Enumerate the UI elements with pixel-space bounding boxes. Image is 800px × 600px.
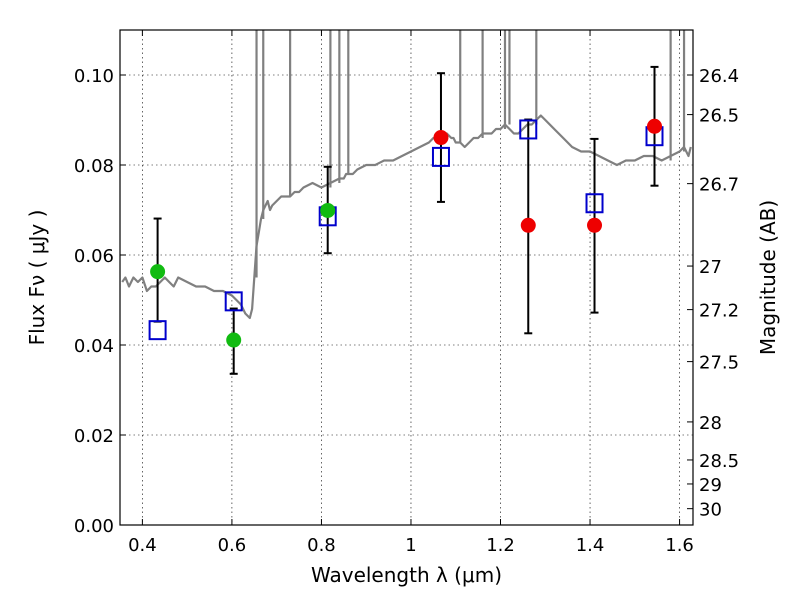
y-tick-label: 0.06 (74, 246, 114, 267)
mag-tick-label: 27 (699, 257, 722, 278)
green-point (320, 202, 336, 218)
green-point (226, 332, 242, 348)
mag-tick-label: 29 (699, 475, 722, 496)
x-tick-label: 1.2 (486, 535, 515, 556)
x-tick-label: 1 (405, 535, 416, 556)
mag-tick-label: 26.7 (699, 175, 739, 196)
model-spectrum-line (121, 114, 692, 320)
magnitude-axis-label: Magnitude (AB) (756, 200, 780, 355)
y-tick-label: 0.02 (74, 426, 114, 447)
mag-tick-label: 27.2 (699, 301, 739, 322)
model-square-marker (148, 320, 167, 341)
mag-tick-label: 30 (699, 500, 722, 521)
x-tick-label: 1.4 (576, 535, 605, 556)
x-tick-label: 1.6 (665, 535, 694, 556)
x-tick-label: 0.6 (218, 535, 247, 556)
y-tick-label: 0.10 (74, 66, 114, 87)
red-point (520, 217, 536, 233)
mag-tick-label: 27.5 (699, 353, 739, 374)
error-bars-layer (153, 65, 659, 375)
model-square-marker (431, 146, 450, 167)
red-point (587, 217, 603, 233)
ticks: 0.4 0.6 0.8 1 1.2 1.4 1.6 0.00 0.02 0.04 0.06 0.08 0… (74, 30, 739, 556)
data-points-layer (148, 118, 664, 348)
grid (120, 30, 693, 526)
red-point (647, 118, 663, 134)
mag-tick-label: 28 (699, 413, 722, 434)
model-square-marker (519, 119, 538, 140)
x-axis-label: Wavelength λ (μm) (311, 563, 502, 587)
x-tick-label: 0.8 (307, 535, 336, 556)
y-tick-label: 0.04 (74, 336, 114, 357)
y-axis-label: Flux Fν ( μJy ) (25, 210, 49, 346)
x-tick-label: 0.4 (128, 535, 157, 556)
red-point (433, 130, 449, 146)
model-square-marker (585, 193, 604, 214)
mag-tick-label: 28.5 (699, 451, 739, 472)
green-point (150, 264, 166, 280)
mag-tick-label: 26.4 (699, 66, 739, 87)
y-tick-label: 0.08 (74, 156, 114, 177)
y-tick-label: 0.00 (74, 516, 114, 537)
plot-frame (119, 29, 694, 526)
model-spectrum-layer (121, 30, 692, 320)
model-square-marker (224, 291, 243, 312)
mag-tick-label: 26.5 (699, 106, 739, 127)
